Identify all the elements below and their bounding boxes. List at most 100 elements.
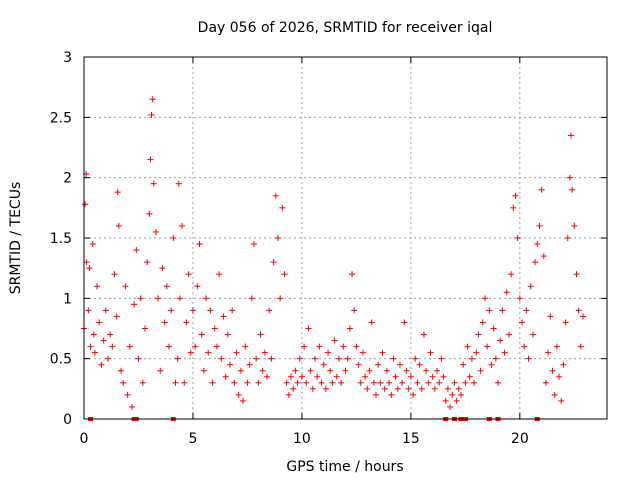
data-point xyxy=(205,349,212,356)
data-point xyxy=(434,367,441,374)
data-point xyxy=(85,307,92,314)
data-point xyxy=(261,349,268,356)
data-point xyxy=(423,367,430,374)
data-point xyxy=(303,379,310,386)
data-point xyxy=(281,271,288,278)
data-point xyxy=(447,403,454,410)
data-point xyxy=(152,228,159,235)
data-point xyxy=(527,283,534,290)
data-point xyxy=(514,235,521,241)
data-point xyxy=(521,343,528,350)
data-point xyxy=(558,397,565,404)
data-point xyxy=(571,222,578,229)
data-point xyxy=(163,283,170,290)
data-point xyxy=(227,361,234,368)
data-point xyxy=(155,295,162,302)
data-point xyxy=(168,307,175,314)
data-point xyxy=(375,361,382,368)
data-point xyxy=(388,391,395,398)
data-point xyxy=(566,174,573,181)
data-point xyxy=(364,385,371,392)
data-point xyxy=(516,295,523,302)
data-point xyxy=(301,343,308,350)
data-point xyxy=(460,361,467,368)
data-point xyxy=(547,313,554,320)
data-point xyxy=(274,235,281,241)
data-point xyxy=(342,367,349,374)
data-point xyxy=(86,265,93,272)
data-point xyxy=(551,391,558,398)
data-point xyxy=(126,343,133,350)
data-point xyxy=(91,349,98,356)
data-point xyxy=(564,235,571,241)
data-point xyxy=(414,379,421,386)
data-point xyxy=(211,325,218,332)
data-point xyxy=(283,379,290,386)
y-axis-label: SRMTID / TECUs xyxy=(8,182,24,295)
data-point xyxy=(170,235,177,241)
data-point xyxy=(118,367,125,374)
data-point xyxy=(218,355,225,362)
data-point xyxy=(322,385,329,392)
data-point xyxy=(314,373,321,380)
data-point xyxy=(250,241,257,248)
data-point xyxy=(320,361,327,368)
data-point xyxy=(440,373,447,380)
data-point xyxy=(573,271,580,278)
data-point xyxy=(333,373,340,380)
data-point xyxy=(203,295,210,302)
data-point xyxy=(114,189,121,196)
data-point xyxy=(490,325,497,332)
data-point xyxy=(473,349,480,356)
data-point xyxy=(82,201,89,208)
x-axis-label: GPS time / hours xyxy=(286,459,403,475)
data-point xyxy=(288,373,295,380)
data-point xyxy=(377,379,384,386)
data-point xyxy=(396,361,403,368)
data-point xyxy=(172,379,179,386)
data-point xyxy=(128,403,135,410)
axis-ticks: 0 0.5 1 1.5 2 2.5 3 0 5 10 15 20 xyxy=(50,50,607,447)
data-point xyxy=(161,319,168,326)
data-point xyxy=(113,313,120,320)
data-point xyxy=(351,307,358,314)
data-point xyxy=(410,391,417,398)
data-point xyxy=(373,391,380,398)
data-point xyxy=(325,349,332,356)
data-point xyxy=(399,379,406,386)
data-point xyxy=(386,379,393,386)
data-point xyxy=(122,283,129,290)
data-point xyxy=(401,319,408,326)
data-point xyxy=(229,307,236,314)
x-tick-label: 15 xyxy=(402,431,420,447)
data-point xyxy=(425,379,432,386)
data-point xyxy=(246,361,253,368)
data-point xyxy=(220,313,227,320)
y-tick-label: 3 xyxy=(63,50,72,66)
data-point xyxy=(427,349,434,356)
data-point xyxy=(390,355,397,362)
data-point xyxy=(266,307,273,314)
data-point xyxy=(174,355,181,362)
data-point xyxy=(442,397,449,404)
data-point xyxy=(98,361,105,368)
data-point xyxy=(133,247,140,254)
data-point xyxy=(244,379,251,386)
data-point xyxy=(407,373,414,380)
data-point xyxy=(449,391,456,398)
data-point xyxy=(233,349,240,356)
data-point xyxy=(222,373,229,380)
data-point xyxy=(455,385,462,392)
data-point xyxy=(100,337,107,344)
data-point xyxy=(532,259,539,266)
data-point xyxy=(296,355,303,362)
data-point xyxy=(268,355,275,362)
data-point xyxy=(285,391,292,398)
data-point xyxy=(179,222,186,229)
data-point xyxy=(580,313,587,320)
data-point xyxy=(542,379,549,386)
data-point xyxy=(277,295,284,302)
data-point xyxy=(115,222,122,229)
data-point xyxy=(148,111,155,118)
data-point xyxy=(549,367,556,374)
